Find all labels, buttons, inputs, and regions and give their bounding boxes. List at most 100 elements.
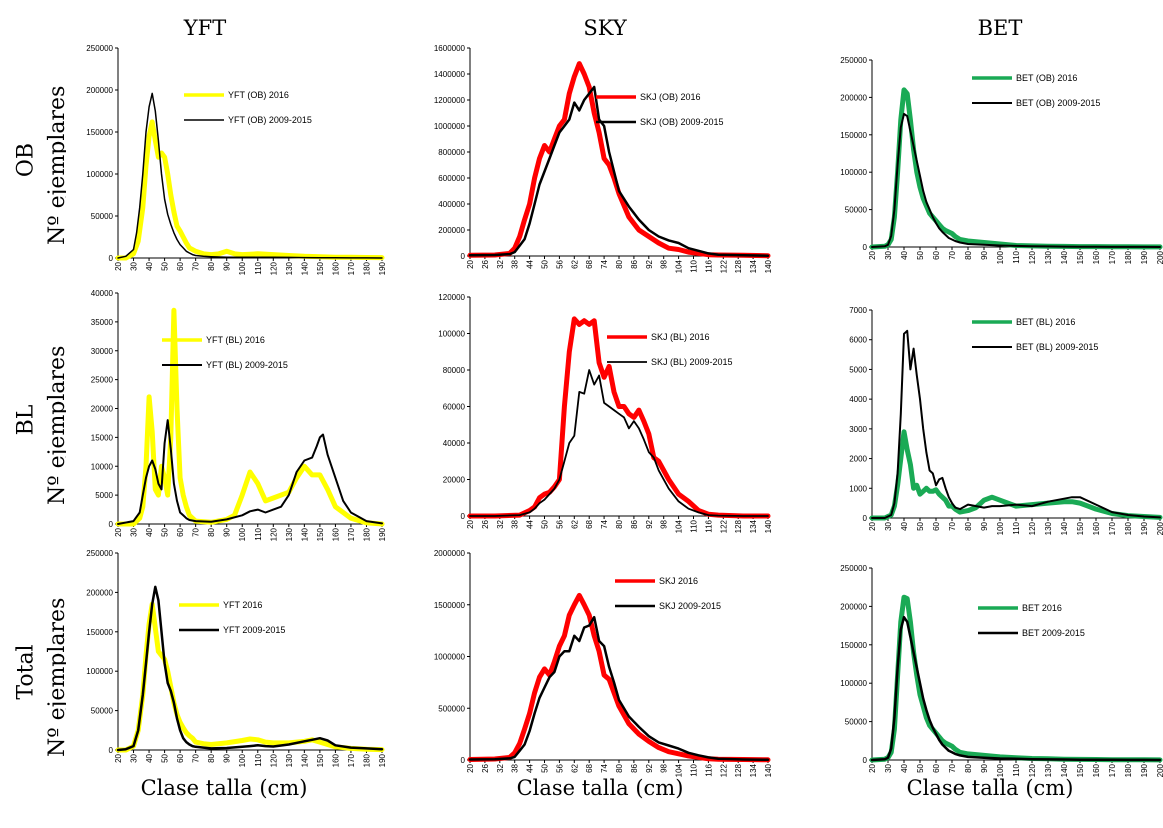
y-tick-label: 100000 xyxy=(86,170,113,179)
series-line-1 xyxy=(115,119,385,261)
y-tick-label: 400000 xyxy=(438,200,465,209)
x-tick-label: 122 xyxy=(719,519,728,533)
x-tick-label: 200 xyxy=(1156,763,1163,777)
x-tick-label: 110 xyxy=(690,259,699,272)
x-tick-label: 50 xyxy=(161,527,170,536)
legend-label-1: SKJ (OB) 2016 xyxy=(640,92,701,102)
x-tick-label: 110 xyxy=(1012,250,1021,263)
x-tick-label: 80 xyxy=(207,753,216,762)
y-tick-label: 120000 xyxy=(438,293,465,302)
x-tick-label: 100 xyxy=(996,250,1005,264)
x-tick-label: 40 xyxy=(900,250,909,259)
x-tick-label: 20 xyxy=(868,250,877,259)
x-tick-label: 160 xyxy=(331,261,340,275)
x-tick-label: 120 xyxy=(269,261,278,275)
y-tick-label: 20000 xyxy=(443,476,466,485)
column-title-yft: YFT xyxy=(183,16,227,40)
y-tick-label: 2000000 xyxy=(434,549,466,558)
x-tick-label: 110 xyxy=(254,527,263,540)
y-tick-label: 800000 xyxy=(438,148,465,157)
x-tick-label: 100 xyxy=(996,763,1005,777)
y-tick-label: 30000 xyxy=(91,347,114,356)
y-tick-label: 200000 xyxy=(840,602,867,611)
x-tick-label: 190 xyxy=(1140,763,1149,777)
x-tick-label: 122 xyxy=(719,259,728,273)
x-tick-label: 190 xyxy=(1140,250,1149,264)
x-tick-label: 80 xyxy=(207,261,216,270)
x-tick-label: 70 xyxy=(948,521,957,530)
chart-bet-total: 0 50000 100000 150000 200000 250000 20 30 40 50 60… xyxy=(840,564,1163,777)
legend-label-2: YFT (BL) 2009-2015 xyxy=(206,360,288,370)
legend-label-1: YFT 2016 xyxy=(223,600,262,610)
legend-label-1: SKJ (BL) 2016 xyxy=(651,332,710,342)
y-tick-label: 50000 xyxy=(91,707,114,716)
legend-label-1: YFT (OB) 2016 xyxy=(228,90,289,100)
x-tick-label: 32 xyxy=(496,763,505,772)
legend-label-2: BET 2009-2015 xyxy=(1022,628,1085,638)
x-tick-label: 130 xyxy=(1044,250,1053,264)
x-tick-label: 80 xyxy=(615,519,624,528)
x-tick-label: 110 xyxy=(690,763,699,776)
x-tick-label: 30 xyxy=(130,527,139,536)
x-tick-label: 80 xyxy=(207,527,216,536)
y-tick-label: 100000 xyxy=(438,330,465,339)
x-tick-label: 60 xyxy=(176,753,185,762)
y-tick-label: 15000 xyxy=(91,433,114,442)
legend-label-1: BET (OB) 2016 xyxy=(1016,73,1077,83)
y-tick-label: 3000 xyxy=(849,425,867,434)
x-tick-label: 104 xyxy=(675,259,684,273)
x-tick-label: 120 xyxy=(269,527,278,541)
y-tick-label: 50000 xyxy=(845,206,868,215)
x-tick-label: 150 xyxy=(1076,521,1085,535)
y-tick-label: 250000 xyxy=(86,549,113,558)
x-tick-label: 20 xyxy=(114,753,123,762)
x-tick-label: 150 xyxy=(316,261,325,275)
x-tick-label: 134 xyxy=(749,763,758,777)
x-tick-label: 90 xyxy=(223,753,232,762)
x-tick-label: 160 xyxy=(1092,521,1101,535)
y-tick-label: 100000 xyxy=(840,679,867,688)
x-tick-label: 20 xyxy=(114,261,123,270)
y-tick-label: 1200000 xyxy=(434,96,466,105)
x-tick-label: 38 xyxy=(511,259,520,268)
x-tick-label: 104 xyxy=(675,519,684,533)
legend-label-1: BET 2016 xyxy=(1022,603,1062,613)
series-line-2 xyxy=(117,419,383,525)
y-tick-label: 150000 xyxy=(86,128,113,137)
x-tick-label: 160 xyxy=(331,753,340,767)
x-tick-label: 128 xyxy=(734,259,743,273)
series-line-2 xyxy=(871,329,1161,519)
x-tick-label: 30 xyxy=(884,521,893,530)
x-tick-label: 20 xyxy=(114,527,123,536)
x-tick-label: 160 xyxy=(1092,763,1101,777)
x-tick-label: 86 xyxy=(630,259,639,268)
series-line-1 xyxy=(467,592,771,763)
x-tick-label: 180 xyxy=(1124,521,1133,535)
legend-label-1: BET (BL) 2016 xyxy=(1016,317,1075,327)
legend-label-2: BET (OB) 2009-2015 xyxy=(1016,98,1100,108)
series-line-2 xyxy=(871,112,1161,248)
x-tick-label: 80 xyxy=(964,250,973,259)
y-tick-label: 6000 xyxy=(849,336,867,345)
x-tick-label: 50 xyxy=(541,519,550,528)
x-tick-label: 134 xyxy=(749,519,758,533)
y-tick-label: 1400000 xyxy=(434,70,466,79)
y-tick-label: 500000 xyxy=(438,704,465,713)
x-tick-label: 150 xyxy=(316,527,325,541)
x-tick-label: 50 xyxy=(541,763,550,772)
chart-bet-ob: 0 50000 100000 150000 200000 250000 20 30 40 50 60… xyxy=(840,56,1163,264)
x-tick-label: 140 xyxy=(1060,763,1069,777)
x-tick-label: 44 xyxy=(526,763,535,772)
x-tick-label: 40 xyxy=(145,261,154,270)
y-tick-label: 200000 xyxy=(438,226,465,235)
x-tick-label: 38 xyxy=(511,519,520,528)
legend-label-1: SKJ 2016 xyxy=(659,576,698,586)
x-tick-label: 80 xyxy=(615,763,624,772)
x-tick-label: 140 xyxy=(764,259,773,273)
x-tick-label: 128 xyxy=(734,763,743,777)
x-tick-label: 50 xyxy=(916,763,925,772)
x-tick-label: 86 xyxy=(630,519,639,528)
x-tick-label: 134 xyxy=(749,259,758,273)
x-tick-label: 20 xyxy=(868,763,877,772)
x-tick-label: 140 xyxy=(300,753,309,767)
